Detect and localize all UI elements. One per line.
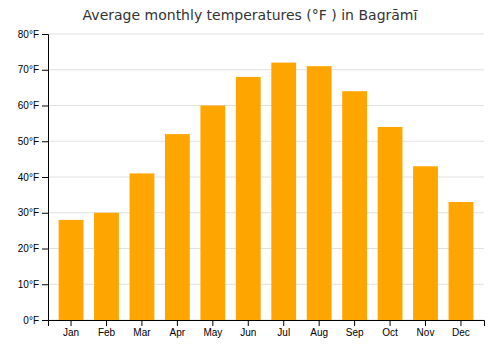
tick-label: 70°F [18,64,39,75]
tick-mark [106,320,107,326]
tick-mark [141,320,142,326]
tick: Oct [382,320,398,338]
tick-label: Dec [452,327,470,338]
bar [200,106,225,321]
y-axis: 0°F 10°F 20°F 30°F 40°F 50°F 60°F 70°F 80°F [18,29,49,326]
tick-label: 60°F [18,100,39,111]
tick-label: 50°F [18,136,39,147]
tick: Mar [133,320,151,338]
tick-label: Feb [98,327,116,338]
tick-mark [177,320,178,326]
tick: Feb [98,320,116,338]
tick-label: Jan [63,327,79,338]
tick: Nov [417,320,435,338]
tick: Jun [240,320,256,338]
tick: Dec [452,320,470,338]
tick-label: May [203,327,222,338]
tick-label: Apr [170,327,186,338]
tick-mark [42,177,48,178]
grid-line [48,34,484,35]
tick-label: Nov [417,327,435,338]
tick-mark [42,70,48,71]
x-axis: Jan Feb Mar Apr May Jun Jul Aug Sep Oct Nov Dec [49,320,485,338]
bar [271,63,296,320]
tick-mark [425,320,426,326]
tick-label: 0°F [23,315,39,326]
axis-line [42,35,49,321]
chart: Average monthly temperatures (°F ) in Ba… [0,0,500,350]
tick-label: Oct [382,327,398,338]
tick-mark [212,320,213,326]
tick: 50°F [18,136,48,147]
tick: 10°F [18,279,48,290]
tick-label: 10°F [18,279,39,290]
tick-label: Jun [240,327,256,338]
tick-label: Mar [133,327,151,338]
tick-label: 30°F [18,207,39,218]
tick-label: 20°F [18,243,39,254]
tick: 20°F [18,243,48,254]
bar [413,166,438,320]
bar [307,66,332,320]
tick-mark [42,320,48,321]
grid [48,34,484,320]
bar [165,134,190,320]
tick: 40°F [18,172,48,183]
tick: Apr [170,320,186,338]
tick-mark [42,213,48,214]
tick-label: 40°F [18,172,39,183]
tick-label: 80°F [18,29,39,40]
tick-mark [42,141,48,142]
tick-label: Sep [346,327,364,338]
tick: 30°F [18,207,48,218]
grid-line [48,105,484,106]
tick: 0°F [23,315,48,326]
tick-mark [319,320,320,326]
tick-mark [42,106,48,107]
tick: May [203,320,222,338]
tick-mark [71,320,72,326]
bar [449,202,474,320]
grid-line [48,141,484,142]
tick: Sep [346,320,364,338]
bar [130,173,155,320]
tick-mark [42,34,48,35]
plot: 0°F 10°F 20°F 30°F 40°F 50°F 60°F 70°F 80°F Jan Fe… [18,29,485,338]
tick-mark [390,320,391,326]
tick: 60°F [18,100,48,111]
title: Average monthly temperatures (°F ) in Ba… [83,7,418,23]
grid-line [48,69,484,70]
tick-label: Aug [310,327,328,338]
tick-mark [42,284,48,285]
tick-mark [42,249,48,250]
bar [342,91,367,320]
bar [94,213,119,320]
tick: Jul [277,320,290,338]
bars [59,63,474,320]
bar [59,220,84,320]
tick: 70°F [18,64,48,75]
tick-mark [460,320,461,326]
tick: Jan [63,320,79,338]
tick: Aug [310,320,328,338]
tick-mark [354,320,355,326]
tick-label: Jul [277,327,290,338]
bar [378,127,403,320]
tick: 80°F [18,29,48,40]
bar [236,77,261,320]
tick-mark [283,320,284,326]
axis-line [49,321,485,327]
tick-mark [248,320,249,326]
